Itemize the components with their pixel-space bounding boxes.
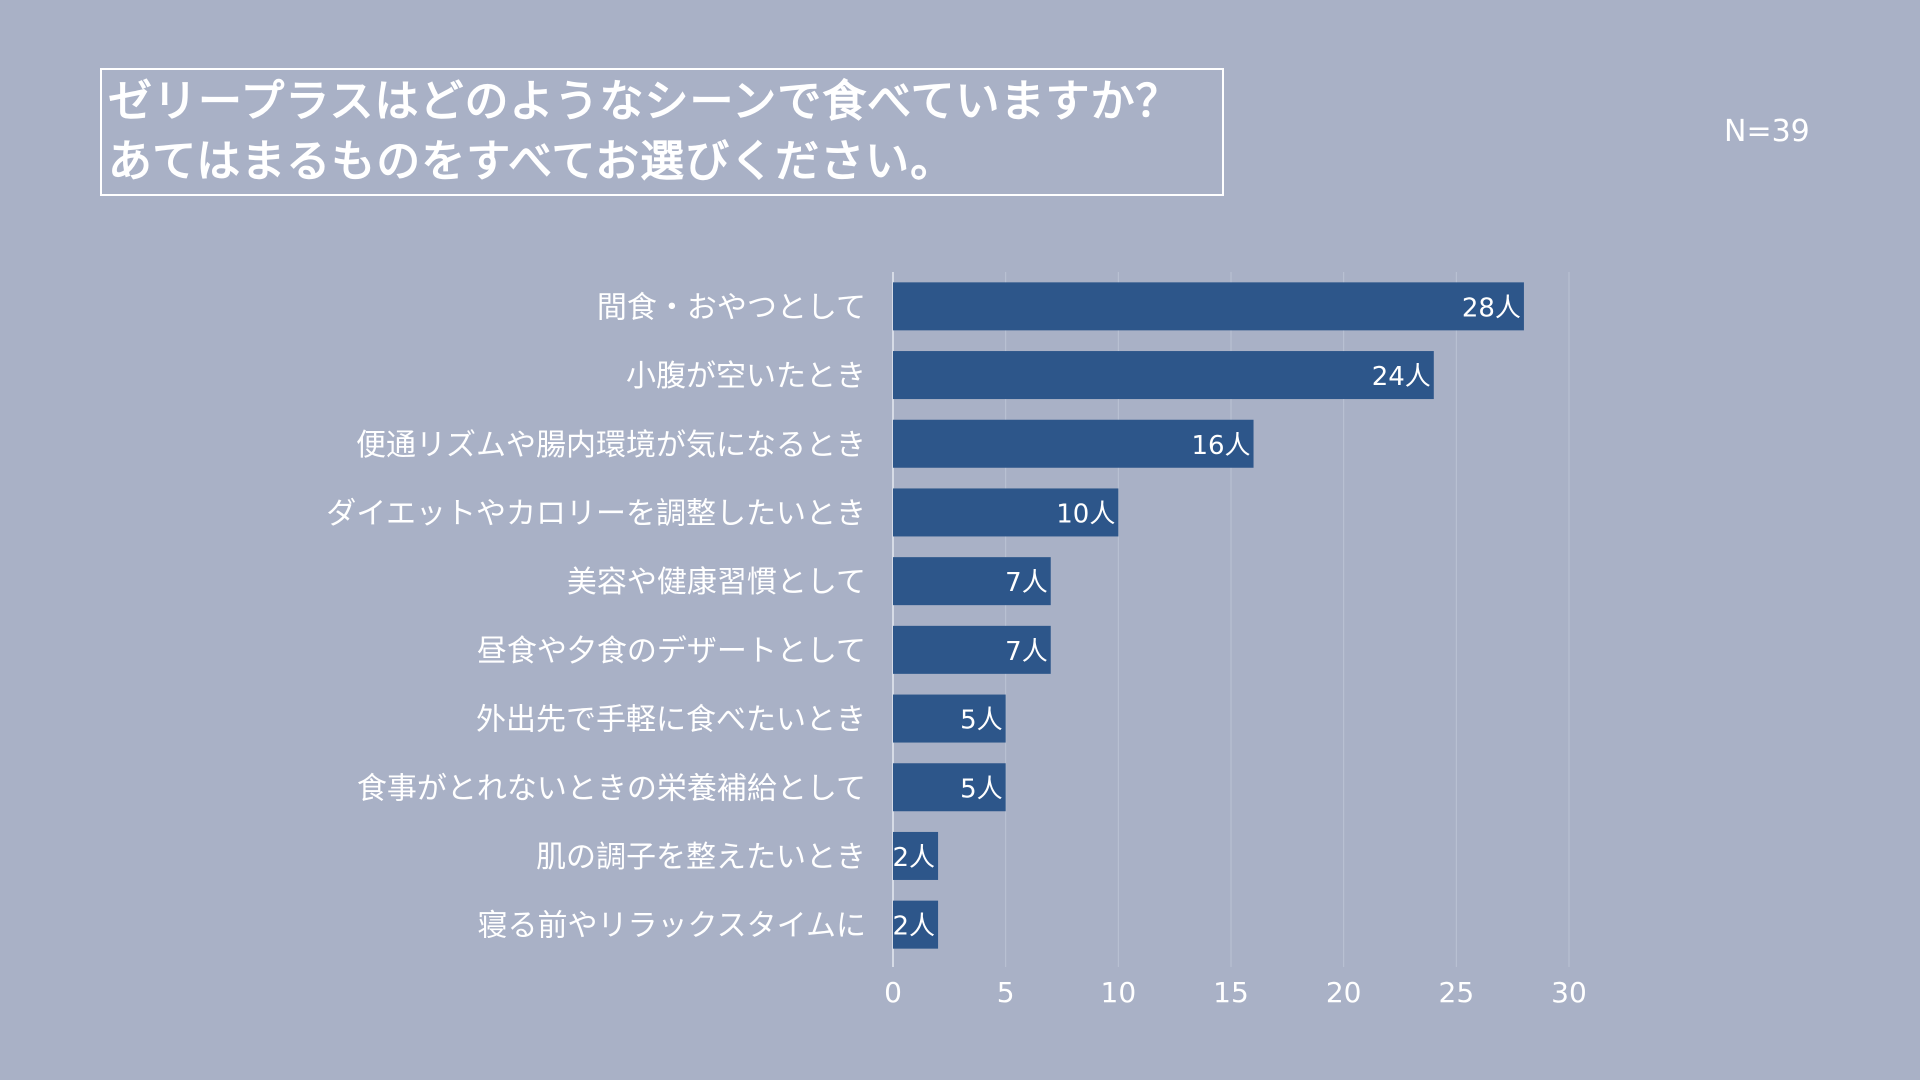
category-label: 便通リズムや腸内環境が気になるとき bbox=[356, 428, 866, 463]
data-label: 5人 bbox=[960, 774, 1003, 804]
category-label: 寝る前やリラックスタイムに bbox=[478, 909, 867, 944]
x-tick-label: 20 bbox=[1326, 976, 1362, 1009]
bar bbox=[893, 625, 1051, 674]
data-label: 28人 bbox=[1462, 293, 1521, 323]
bar bbox=[893, 900, 939, 949]
sample-size-label: N=39 bbox=[1724, 114, 1810, 149]
data-label: 24人 bbox=[1372, 362, 1431, 392]
data-label: 2人 bbox=[893, 843, 936, 873]
x-tick-label: 0 bbox=[884, 976, 902, 1009]
x-tick-label: 10 bbox=[1101, 976, 1137, 1009]
data-label: 10人 bbox=[1056, 499, 1115, 529]
category-label: ダイエットやカロリーを調整したいとき bbox=[326, 496, 866, 531]
category-label: 美容や健康習慣として bbox=[567, 565, 866, 600]
x-tick-label: 25 bbox=[1439, 976, 1475, 1009]
title-line-2: あてはまるものをすべてお選びください。 bbox=[108, 136, 956, 187]
bar bbox=[893, 557, 1051, 606]
data-label: 2人 bbox=[893, 912, 936, 942]
x-tick-label: 5 bbox=[997, 976, 1015, 1009]
category-label: 食事がとれないときの栄養補給として bbox=[357, 771, 866, 806]
data-label: 7人 bbox=[1005, 568, 1048, 598]
title-box: ゼリープラスはどのようなシーンで食べていますか？ あてはまるものをすべてお選びく… bbox=[100, 68, 1224, 196]
x-tick-label: 30 bbox=[1551, 976, 1587, 1009]
x-tick-label: 15 bbox=[1213, 976, 1249, 1009]
bar bbox=[893, 831, 939, 880]
category-label: 肌の調子を整えたいとき bbox=[536, 840, 866, 875]
bar bbox=[893, 282, 1524, 331]
category-label: 小腹が空いたとき bbox=[626, 359, 866, 394]
bar bbox=[893, 419, 1254, 468]
bar bbox=[893, 351, 1434, 400]
category-label: 昼食や夕食のデザートとして bbox=[477, 634, 866, 669]
category-label: 外出先で手軽に食べたいとき bbox=[476, 703, 866, 738]
title-line-1: ゼリープラスはどのようなシーンで食べていますか？ bbox=[108, 76, 1181, 127]
data-label: 16人 bbox=[1191, 431, 1250, 461]
data-label: 7人 bbox=[1005, 637, 1048, 667]
bar bbox=[893, 488, 1119, 537]
bar bbox=[893, 694, 1006, 743]
data-label: 5人 bbox=[960, 706, 1003, 736]
bar bbox=[893, 763, 1006, 812]
category-label: 間食・おやつとして bbox=[597, 290, 866, 325]
